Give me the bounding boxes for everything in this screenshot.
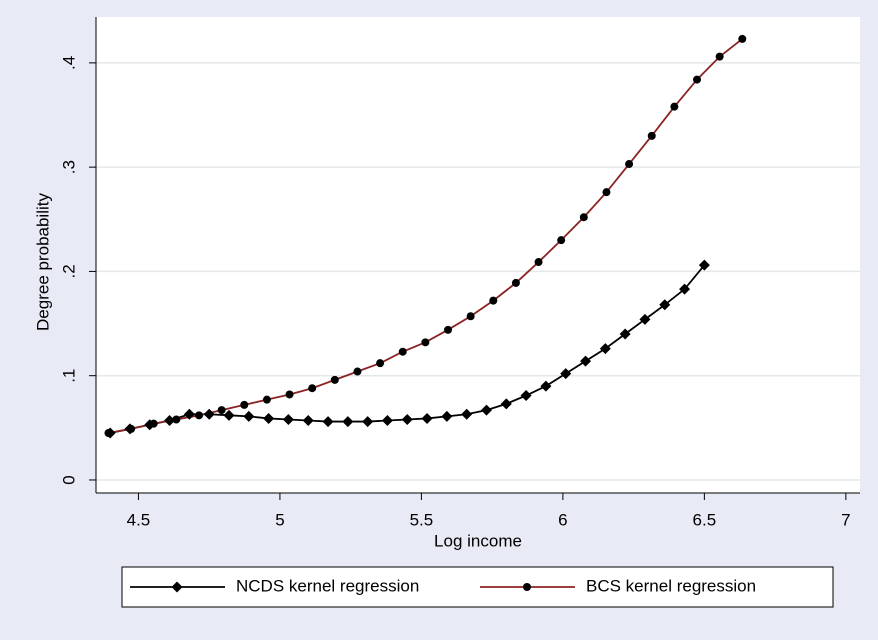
data-point [421,338,430,347]
data-point [639,313,651,325]
x-tick-label: 5 [275,510,284,529]
data-point [240,400,249,409]
data-point [194,411,203,420]
data-point [679,283,691,295]
data-point [302,415,314,427]
x-tick-label: 7 [841,510,850,529]
data-point [540,380,552,392]
data-point [262,395,271,404]
data-point [511,278,520,287]
data-point [444,325,453,334]
data-point [164,415,176,427]
data-point [670,102,679,111]
data-point [243,410,255,422]
data-point [282,413,294,425]
x-tick-label: 4.5 [127,510,151,529]
y-tick-label: .1 [59,369,78,383]
data-point [560,368,572,380]
data-point [619,328,631,340]
legend-label: BCS kernel regression [586,576,756,595]
data-point [557,236,566,245]
data-point [398,347,407,356]
data-point [353,367,362,376]
data-point [715,52,724,61]
data-point [534,258,543,267]
data-point [172,415,181,424]
data-point [421,412,433,424]
data-point [149,419,158,428]
data-point [203,408,215,420]
data-point [693,75,702,84]
plot-area [96,17,860,493]
data-point [489,296,498,305]
data-point [580,355,592,367]
data-point [602,188,611,197]
data-point [362,416,374,428]
data-point [308,384,317,393]
data-point [500,398,512,410]
legend-marker [171,581,183,593]
data-point [698,259,710,271]
legend-marker [523,583,531,591]
data-point [263,412,275,424]
data-point [285,390,294,399]
data-point [466,312,475,321]
y-tick-label: .4 [59,56,78,70]
data-point [376,359,385,368]
data-point [647,131,656,140]
data-point [127,424,136,433]
data-point [322,416,334,428]
data-point [441,410,453,422]
data-point [217,406,226,415]
data-point [599,343,611,355]
x-axis-title: Log income [434,531,522,550]
data-point [461,408,473,420]
legend-box [121,566,834,608]
x-tick-label: 5.5 [410,510,434,529]
y-tick-label: 0 [59,475,78,484]
data-point [401,413,413,425]
data-point [183,408,195,420]
y-tick-label: .3 [59,160,78,174]
data-point [738,34,747,43]
data-point [342,416,354,428]
data-point [659,299,671,311]
data-point [104,429,113,438]
data-point [520,390,532,402]
data-point [223,409,235,421]
data-point [330,375,339,384]
y-axis-title: Degree probability [33,193,52,331]
x-tick-label: 6 [558,510,567,529]
y-tick-label: .2 [59,264,78,278]
data-point [625,160,634,169]
legend-label: NCDS kernel regression [236,576,419,595]
data-point [381,415,393,427]
x-tick-label: 6.5 [693,510,717,529]
data-point [579,213,588,222]
data-point [480,404,492,416]
